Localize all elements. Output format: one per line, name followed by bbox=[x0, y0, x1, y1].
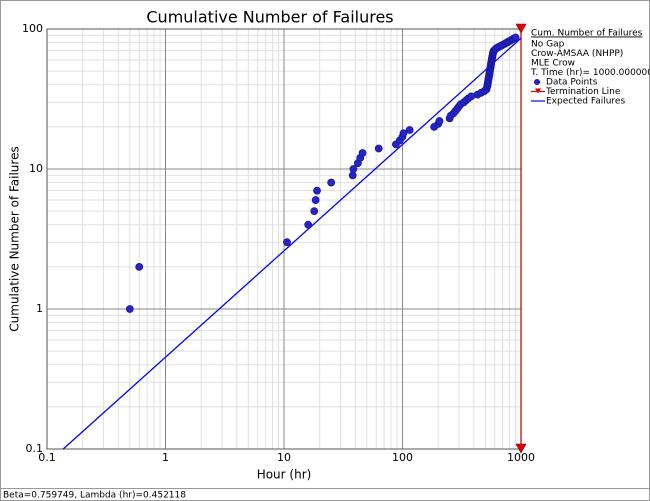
x-tick-label: 100 bbox=[392, 451, 413, 464]
x-tick-label: 1000 bbox=[507, 451, 535, 464]
data-point bbox=[125, 305, 134, 313]
footer-text: Beta=0.759749, Lambda (hr)=0.452118 bbox=[3, 491, 186, 501]
data-point bbox=[283, 238, 291, 247]
legend-note: Crow-AMSAA (NHPP) bbox=[531, 49, 623, 59]
data-point bbox=[313, 186, 321, 195]
data-point bbox=[467, 92, 476, 101]
legend-label: Termination Line bbox=[545, 87, 621, 97]
data-point bbox=[327, 178, 336, 187]
data-point bbox=[135, 262, 144, 271]
legend-note: No Gap bbox=[531, 40, 565, 50]
legend-header: Cum. Number of Failures bbox=[531, 29, 643, 39]
data-point bbox=[310, 207, 319, 216]
data-point bbox=[304, 220, 313, 229]
legend-note: T. Time (hr)= 1000.000000 bbox=[530, 68, 650, 78]
data-point bbox=[374, 144, 383, 153]
data-point bbox=[405, 126, 414, 134]
y-axis-label: Cumulative Number of Failures bbox=[8, 146, 22, 331]
legend-marker bbox=[534, 79, 540, 85]
data-point bbox=[399, 129, 408, 138]
y-tick-label: 0.1 bbox=[26, 442, 44, 455]
termination-marker bbox=[515, 23, 527, 34]
y-tick-label: 100 bbox=[22, 22, 43, 35]
y-tick-label: 10 bbox=[29, 162, 43, 175]
x-tick-label: 10 bbox=[277, 451, 291, 464]
termination-marker bbox=[515, 443, 527, 454]
legend-label: Expected Failures bbox=[546, 97, 625, 107]
x-tick-label: 1 bbox=[162, 451, 169, 464]
legend-note: MLE Crow bbox=[531, 59, 575, 69]
legend-marker bbox=[535, 88, 541, 94]
x-tick-label: 0.1 bbox=[38, 451, 56, 464]
x-axis-label: Hour (hr) bbox=[257, 468, 312, 482]
data-point bbox=[358, 149, 367, 157]
data-point bbox=[349, 165, 358, 173]
y-tick-label: 1 bbox=[36, 302, 43, 315]
data-point bbox=[435, 117, 444, 125]
chart-title: Cumulative Number of Failures bbox=[146, 8, 393, 27]
expected-line bbox=[62, 37, 522, 450]
legend-label: Data Points bbox=[546, 78, 598, 88]
data-point bbox=[311, 196, 320, 204]
data-point bbox=[511, 33, 520, 42]
data-point bbox=[348, 171, 357, 180]
